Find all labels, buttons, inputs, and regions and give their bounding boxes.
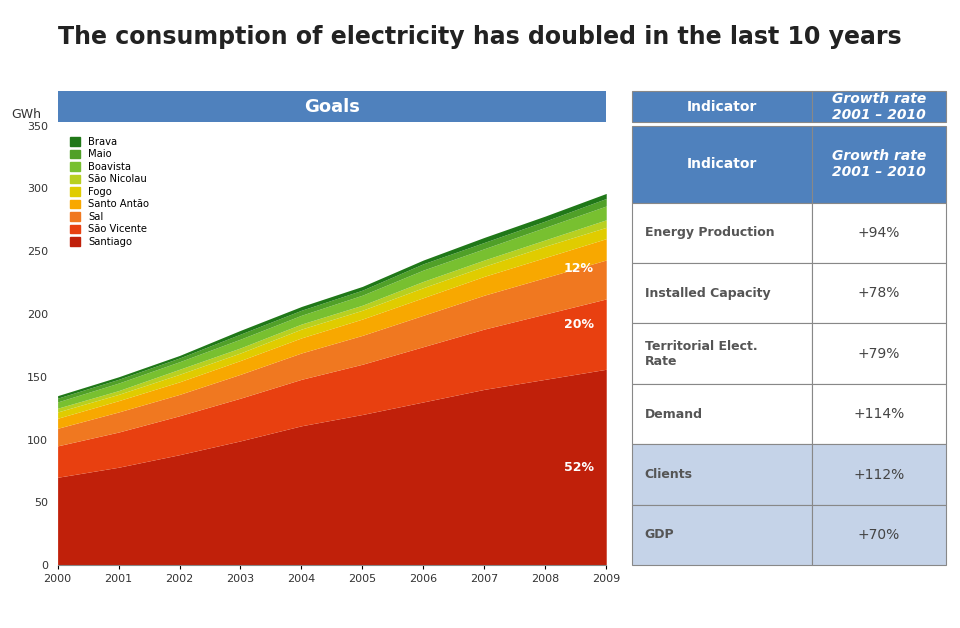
Text: Indicator: Indicator	[687, 157, 757, 171]
FancyBboxPatch shape	[632, 384, 812, 445]
FancyBboxPatch shape	[632, 263, 812, 323]
Text: 52%: 52%	[564, 461, 593, 474]
Text: +94%: +94%	[858, 225, 900, 240]
Text: +78%: +78%	[858, 286, 900, 300]
FancyBboxPatch shape	[632, 126, 812, 202]
FancyBboxPatch shape	[812, 384, 946, 445]
Text: Growth rate
2001 – 2010: Growth rate 2001 – 2010	[832, 149, 926, 179]
Text: Goals: Goals	[304, 98, 360, 116]
Text: 12%: 12%	[564, 263, 593, 275]
Text: Clients: Clients	[644, 468, 692, 481]
Text: Territorial Elect.
Rate: Territorial Elect. Rate	[644, 340, 757, 367]
Text: Demand: Demand	[644, 408, 703, 421]
FancyBboxPatch shape	[632, 202, 812, 263]
Text: +114%: +114%	[853, 407, 904, 421]
FancyBboxPatch shape	[812, 202, 946, 263]
FancyBboxPatch shape	[812, 126, 946, 202]
Text: +112%: +112%	[853, 467, 904, 482]
FancyBboxPatch shape	[812, 505, 946, 565]
FancyBboxPatch shape	[632, 445, 812, 505]
Text: Indicator: Indicator	[687, 100, 757, 114]
Text: GDP: GDP	[644, 529, 674, 541]
Text: The consumption of electricity has doubled in the last 10 years: The consumption of electricity has doubl…	[59, 25, 901, 49]
Text: Growth rate
2001 – 2010: Growth rate 2001 – 2010	[832, 92, 926, 122]
Legend: Brava, Maio, Boavista, São Nicolau, Fogo, Santo Antão, Sal, São Vicente, Santiag: Brava, Maio, Boavista, São Nicolau, Fogo…	[68, 135, 151, 249]
Text: GWh: GWh	[11, 108, 41, 121]
FancyBboxPatch shape	[812, 445, 946, 505]
FancyBboxPatch shape	[812, 263, 946, 323]
Text: +79%: +79%	[858, 347, 900, 360]
Text: Installed Capacity: Installed Capacity	[644, 287, 770, 300]
Text: 20%: 20%	[564, 318, 593, 330]
FancyBboxPatch shape	[632, 323, 812, 384]
FancyBboxPatch shape	[812, 323, 946, 384]
Text: +70%: +70%	[858, 528, 900, 542]
FancyBboxPatch shape	[632, 505, 812, 565]
Text: Energy Production: Energy Production	[644, 226, 775, 239]
